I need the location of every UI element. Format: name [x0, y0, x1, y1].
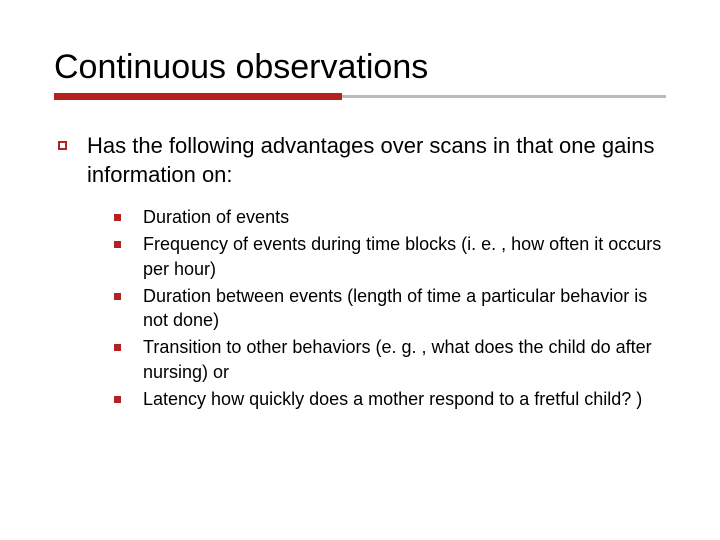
slide-title: Continuous observations — [54, 48, 666, 87]
lead-row: Has the following advantages over scans … — [54, 131, 666, 189]
square-open-bullet-icon — [58, 141, 67, 150]
list-item: Frequency of events during time blocks (… — [114, 232, 666, 282]
rule-accent — [54, 93, 342, 100]
sublist: Duration of events Frequency of events d… — [54, 205, 666, 412]
list-item: Transition to other behaviors (e. g. , w… — [114, 335, 666, 385]
square-solid-bullet-icon — [114, 293, 121, 300]
item-text: Duration between events (length of time … — [143, 284, 666, 334]
item-text: Frequency of events during time blocks (… — [143, 232, 666, 282]
square-solid-bullet-icon — [114, 344, 121, 351]
list-item: Latency how quickly does a mother respon… — [114, 387, 666, 412]
item-text: Duration of events — [143, 205, 289, 230]
title-rule — [54, 93, 666, 103]
list-item: Duration between events (length of time … — [114, 284, 666, 334]
title-block: Continuous observations — [54, 48, 666, 103]
content: Has the following advantages over scans … — [54, 113, 666, 412]
item-text: Transition to other behaviors (e. g. , w… — [143, 335, 666, 385]
square-solid-bullet-icon — [114, 396, 121, 403]
square-solid-bullet-icon — [114, 214, 121, 221]
item-text: Latency how quickly does a mother respon… — [143, 387, 642, 412]
list-item: Duration of events — [114, 205, 666, 230]
rule-base — [342, 95, 666, 98]
lead-text: Has the following advantages over scans … — [87, 131, 666, 189]
square-solid-bullet-icon — [114, 241, 121, 248]
